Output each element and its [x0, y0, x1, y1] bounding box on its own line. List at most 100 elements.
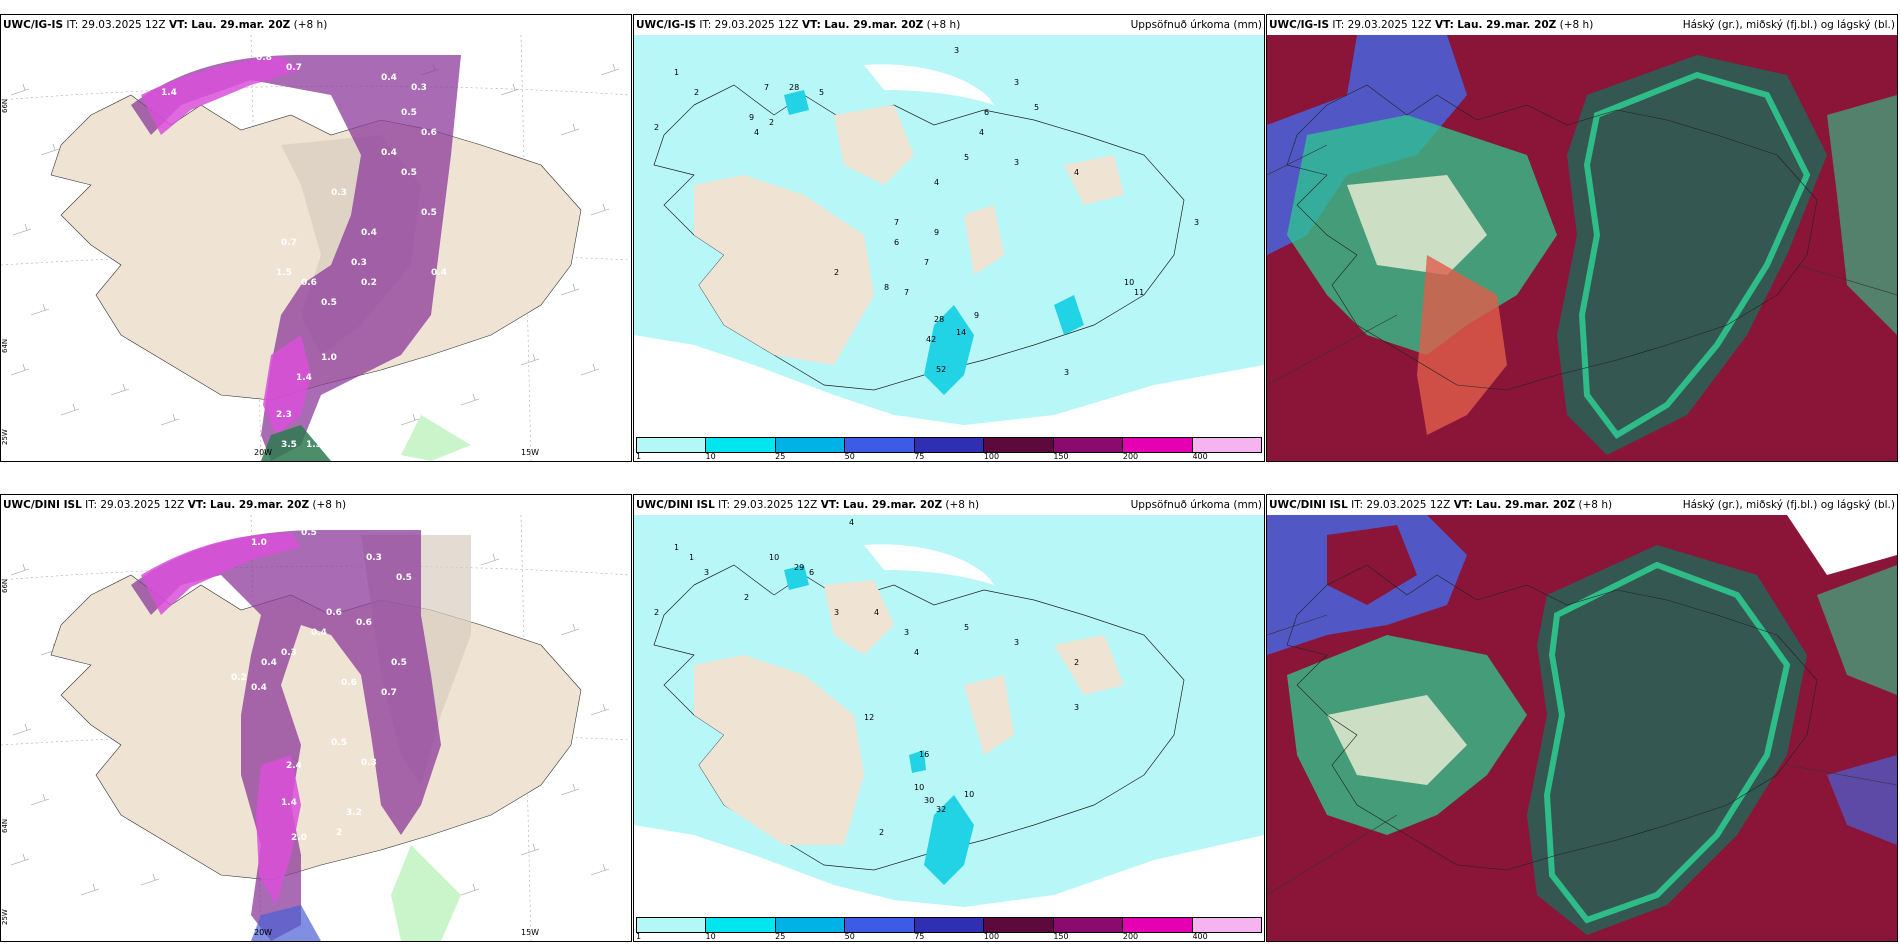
map-value-label: 1	[689, 553, 694, 562]
map-value-label: 30	[924, 796, 934, 805]
colorbar-label: 200	[1122, 932, 1139, 941]
map-value-label: 4	[934, 178, 939, 187]
colorbar-label: 75	[914, 932, 925, 941]
map-value-label: 11	[1134, 288, 1144, 297]
map-value-label: 14	[956, 328, 966, 337]
precip-heavy	[924, 305, 974, 395]
map-value-label: 3	[1194, 218, 1199, 227]
colorbar-swatch	[914, 918, 985, 932]
colorbar-swatch	[984, 438, 1054, 452]
map-value-label: 0.2	[361, 278, 377, 288]
snow-wind-map: 20W 15W 66N 64N 25W 0.5 1.0 0.3 0.5 0.6 0.4 0.…	[1, 515, 631, 941]
map-value-label: 4	[1074, 168, 1079, 177]
map-value-label: 4	[979, 128, 984, 137]
panel-top-right-cloud-map: UWC/IG-IS IT: 29.03.2025 12Z VT: Lau. 29…	[1266, 14, 1898, 462]
map-value-label: 3	[1014, 638, 1019, 647]
map-value-label: 0.4	[381, 148, 397, 158]
cloud-cover-map	[1267, 515, 1897, 941]
snow-wind-map: 20W 15W 66N 64N 25W 0.8 0.7 1.4 0.4 0.3 0.5 0.…	[1, 35, 631, 461]
valid-time: Lau. 29.mar. 20Z	[842, 499, 943, 511]
lon-label-15w: 15W	[521, 448, 539, 457]
map-value-label: 6	[809, 568, 814, 577]
colorbar-label: 75	[914, 452, 925, 461]
colorbar-swatch	[637, 438, 707, 452]
panel-header: UWC/DINI ISL IT: 29.03.2025 12Z VT: Lau.…	[1, 495, 631, 515]
lat-label-66n: 66N	[1, 579, 9, 593]
map-value-label: 0.7	[286, 63, 302, 73]
map-value-label: 3	[834, 608, 839, 617]
map-value-label: 10	[914, 783, 924, 792]
lead-time: (+8 h)	[312, 499, 347, 511]
field-title: Uppsöfnuð úrkoma (mm)	[1130, 19, 1262, 31]
map-value-label: 10	[1124, 278, 1134, 287]
snow-field-magenta	[141, 533, 301, 615]
map-value-label: 3.5	[281, 440, 297, 450]
map-value-label: 0.6	[341, 678, 357, 688]
lat-label-64n: 64N	[1, 819, 9, 833]
map-value-label: 2	[654, 608, 659, 617]
map-value-label: 0.4	[251, 683, 267, 693]
model-name: UWC/IG-IS	[1269, 19, 1330, 31]
precip-colorbar: 1 10 25 50 75 100 150 200 400	[634, 437, 1264, 461]
init-time: IT: 29.03.2025 12Z	[85, 499, 185, 511]
map-value-label: 6	[984, 108, 989, 117]
panel-header: UWC/IG-IS IT: 29.03.2025 12Z VT: Lau. 29…	[634, 15, 1264, 35]
map-value-label: 3.2	[346, 808, 362, 818]
map-value-label: 0.8	[256, 53, 272, 63]
colorbar-swatch	[845, 918, 915, 932]
map-value-label: 0.3	[331, 188, 347, 198]
panel-bottom-right-cloud-map: UWC/DINI ISL IT: 29.03.2025 12Z VT: Lau.…	[1266, 494, 1898, 942]
map-value-label: 1	[674, 543, 679, 552]
lon-label-20w: 20W	[254, 928, 272, 937]
iceland-coastline	[1286, 564, 1818, 871]
map-value-label: 4	[849, 518, 854, 527]
lon-label-20w: 20W	[254, 448, 272, 457]
map-value-label: 12	[864, 713, 874, 722]
model-name: UWC/DINI ISL	[1269, 499, 1348, 511]
map-value-label: 2	[694, 88, 699, 97]
colorbar-label: 10	[705, 932, 716, 941]
map-value-label: 0.5	[301, 528, 317, 538]
cloud-cover-map	[1267, 35, 1897, 461]
init-time: IT: 29.03.2025 12Z	[1351, 499, 1451, 511]
init-time: IT: 29.03.2025 12Z	[718, 499, 818, 511]
map-value-label: 0.4	[311, 628, 327, 638]
map-value-label: 29	[794, 563, 804, 572]
map-value-label: 6	[894, 238, 899, 247]
map-value-label: 28	[789, 83, 799, 92]
map-value-label: 0.6	[356, 618, 372, 628]
lon-label-15w: 15W	[521, 928, 539, 937]
colorbar-swatch	[984, 918, 1054, 932]
map-value-label: 1.0	[321, 353, 337, 363]
init-time: IT: 29.03.2025 12Z	[1332, 19, 1432, 31]
colorbar-swatch	[1053, 918, 1124, 932]
colorbar-label: 1	[636, 932, 642, 941]
field-title: Uppsöfnuð úrkoma (mm)	[1130, 499, 1262, 511]
lead-time: (+8 h)	[1578, 499, 1613, 511]
colorbar-label: 150	[1053, 452, 1069, 461]
map-value-label: 0.3	[366, 553, 382, 563]
lead-time: (+8 h)	[1559, 19, 1594, 31]
colorbar-swatch	[845, 438, 915, 452]
snow-field-green	[261, 425, 331, 461]
map-value-label: 0.5	[401, 108, 417, 118]
map-value-label: 1.0	[251, 538, 267, 548]
panel-header: UWC/DINI ISL IT: 29.03.2025 12Z VT: Lau.…	[634, 495, 1264, 515]
map-value-label: 0.4	[261, 658, 277, 668]
colorbar-swatch	[1192, 918, 1261, 932]
map-value-label: 9	[749, 113, 754, 122]
map-value-label: 0.7	[381, 688, 397, 698]
map-value-label: 0.5	[391, 658, 407, 668]
iceland-coastline	[1286, 84, 1818, 391]
precip-heavy	[924, 795, 974, 885]
colorbar-label: 50	[844, 452, 855, 461]
panel-top-left-snow-map: UWC/IG-IS IT: 29.03.2025 12Z VT: Lau. 29…	[0, 14, 632, 462]
colorbar-label: 100	[983, 452, 1000, 461]
dry-land-west	[694, 655, 864, 845]
lat-label-64n: 64N	[1, 339, 9, 353]
map-value-label: 4	[754, 128, 759, 137]
map-value-label: 16	[919, 750, 929, 759]
panel-header: UWC/IG-IS IT: 29.03.2025 12Z VT: Lau. 29…	[1267, 15, 1897, 35]
model-name: UWC/IG-IS	[3, 19, 64, 31]
colorbar-label: 200	[1122, 452, 1139, 461]
